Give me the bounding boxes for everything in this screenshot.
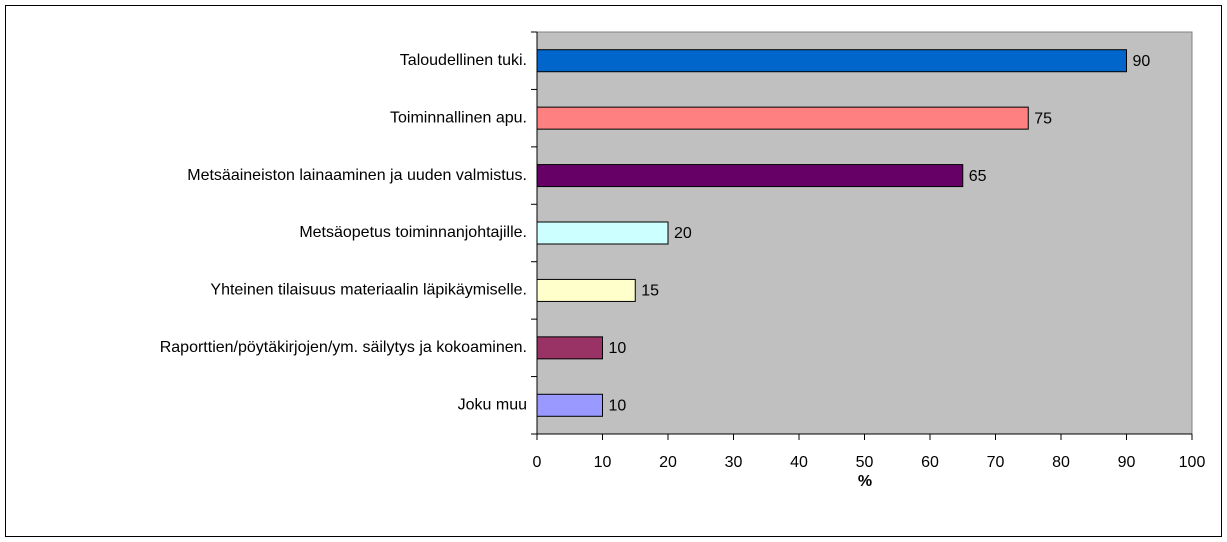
bar xyxy=(536,164,964,188)
y-tick-label: Metsäaineiston lainaaminen ja uuden valm… xyxy=(187,167,527,184)
bar xyxy=(536,106,1029,130)
bar xyxy=(536,393,603,417)
x-tick-label: 90 xyxy=(1118,454,1136,471)
x-tick-label: 100 xyxy=(1179,454,1206,471)
x-tick-label: 0 xyxy=(533,454,542,471)
x-tick-label: 70 xyxy=(987,454,1005,471)
x-tick-label: 80 xyxy=(1052,454,1070,471)
value-label: 10 xyxy=(609,340,627,357)
value-label: 65 xyxy=(969,168,987,185)
x-tick-label: 30 xyxy=(725,454,743,471)
y-tick-label: Taloudellinen tuki. xyxy=(400,52,527,69)
y-tick-label: Toiminnallinen apu. xyxy=(390,109,527,126)
value-label: 75 xyxy=(1034,110,1052,127)
y-tick-label: Yhteinen tilaisuus materiaalin läpikäymi… xyxy=(210,282,527,299)
bar xyxy=(536,221,669,245)
value-label: 90 xyxy=(1133,53,1151,70)
y-tick-label: Metsäopetus toiminnanjohtajille. xyxy=(299,224,527,241)
value-label: 15 xyxy=(641,283,659,300)
value-label: 20 xyxy=(674,225,692,242)
x-tick-label: 60 xyxy=(921,454,939,471)
bar xyxy=(536,336,603,360)
bar xyxy=(536,278,636,302)
x-tick-label: 20 xyxy=(659,454,677,471)
value-label: 10 xyxy=(609,398,627,415)
bar xyxy=(536,49,1127,73)
y-tick-label: Raporttien/pöytäkirjojen/ym. säilytys ja… xyxy=(160,339,527,356)
x-tick-label: 40 xyxy=(790,454,808,471)
x-tick-label: 10 xyxy=(594,454,612,471)
y-tick-label: Joku muu xyxy=(458,397,527,414)
x-tick-label: 50 xyxy=(856,454,874,471)
x-axis-label: % xyxy=(858,473,872,490)
